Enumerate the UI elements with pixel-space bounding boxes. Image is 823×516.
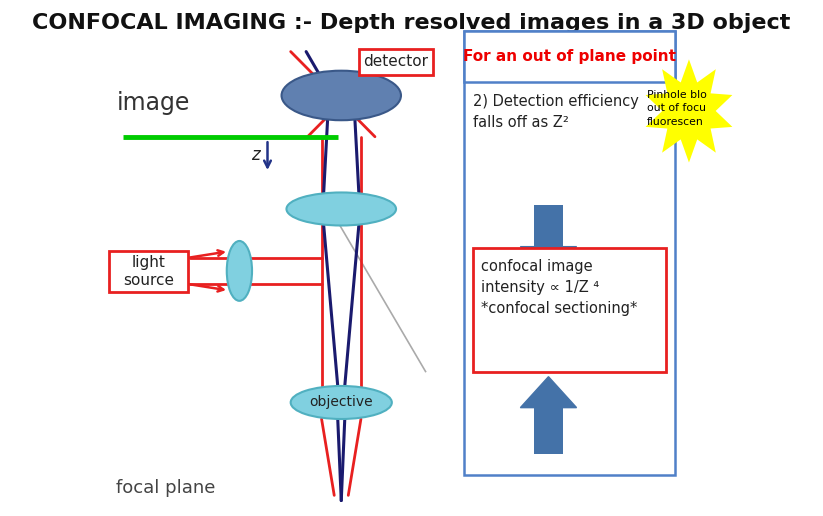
Bar	[464, 31, 675, 475]
Text: image: image	[117, 91, 190, 115]
Bar	[534, 205, 563, 247]
Bar	[472, 248, 667, 372]
Bar	[464, 31, 675, 82]
Bar	[359, 49, 433, 75]
Text: For an out of plane point: For an out of plane point	[463, 49, 676, 64]
Bar	[109, 251, 188, 292]
Ellipse shape	[286, 192, 396, 225]
Text: focal plane: focal plane	[117, 479, 216, 496]
Text: z: z	[251, 146, 260, 164]
Bar	[534, 408, 563, 454]
Text: Pinhole blo
out of focu
fluorescen: Pinhole blo out of focu fluorescen	[647, 90, 707, 127]
Ellipse shape	[291, 386, 392, 419]
Text: detector: detector	[363, 54, 428, 70]
Text: objective: objective	[309, 395, 373, 410]
Polygon shape	[520, 377, 577, 408]
Ellipse shape	[227, 241, 252, 301]
Text: 2) Detection efficiency
falls off as Z²: 2) Detection efficiency falls off as Z²	[472, 94, 639, 130]
Text: CONFOCAL IMAGING :- Depth resolved images in a 3D object: CONFOCAL IMAGING :- Depth resolved image…	[32, 13, 791, 33]
Polygon shape	[645, 59, 732, 163]
Polygon shape	[520, 247, 577, 278]
Ellipse shape	[281, 71, 401, 120]
Text: confocal image
intensity ∝ 1/Z ⁴
*confocal sectioning*: confocal image intensity ∝ 1/Z ⁴ *confoc…	[481, 259, 638, 316]
Text: light
source: light source	[123, 254, 174, 288]
